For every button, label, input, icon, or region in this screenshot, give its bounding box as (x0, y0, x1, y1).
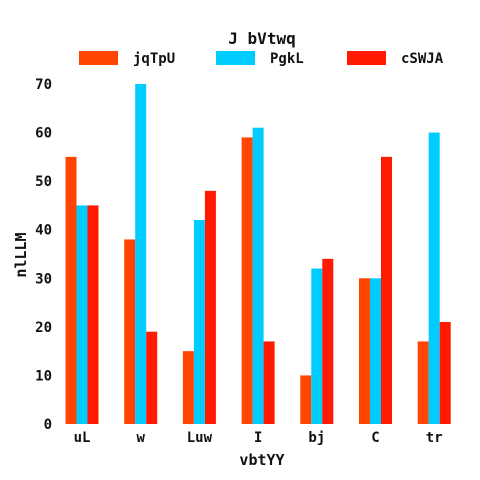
bars (65, 84, 451, 425)
y-tick-label: 30 (35, 271, 52, 287)
bar-jqTpU-I (241, 137, 253, 424)
y-tick-label: 40 (35, 223, 52, 239)
bar-PgkL-bj (311, 268, 323, 424)
bar-PgkL-C (370, 278, 381, 424)
chart-title: J bVtwq (228, 29, 295, 48)
x-tick-label: Luw (187, 430, 213, 446)
bar-jqTpU-tr (417, 341, 429, 424)
bar-PgkL-tr (428, 132, 440, 425)
legend-label: cSWJA (401, 51, 444, 67)
bar-PgkL-w (135, 84, 147, 424)
x-tick-label: bj (308, 430, 325, 446)
legend-swatch (79, 51, 118, 65)
legend-swatch (216, 51, 255, 65)
bar-jqTpU-C (359, 278, 370, 424)
y-tick-label: 70 (35, 77, 52, 93)
bar-cSWJA-uL (87, 205, 99, 424)
x-tick-label: C (371, 430, 379, 446)
y-axis-label: nlLLM (12, 232, 30, 277)
bar-jqTpU-w (124, 239, 136, 424)
bar-cSWJA-bj (322, 258, 334, 424)
bar-jqTpU-bj (300, 375, 312, 424)
bar-cSWJA-C (381, 156, 392, 424)
bar-PgkL-uL (76, 205, 88, 424)
y-tick-label: 0 (44, 417, 52, 433)
bar-jqTpU-Luw (182, 351, 194, 424)
x-tick-label: uL (74, 430, 91, 446)
bar-PgkL-I (252, 127, 264, 424)
y-tick-label: 50 (35, 174, 52, 190)
x-axis-label: vbtYY (239, 451, 284, 469)
x-tick-label: I (254, 430, 262, 446)
legend: jqTpU PgkL cSWJA (79, 51, 444, 67)
bar-jqTpU-uL (65, 156, 77, 424)
y-axis-ticks: 0 10 20 30 40 50 60 70 (35, 77, 52, 433)
y-tick-label: 20 (35, 320, 52, 336)
y-tick-label: 10 (35, 368, 52, 384)
x-tick-label: tr (426, 430, 443, 446)
bar-cSWJA-tr (439, 322, 451, 424)
bar-cSWJA-I (263, 341, 275, 424)
legend-label: PgkL (270, 51, 304, 67)
legend-swatch (347, 51, 386, 65)
bar-cSWJA-w (146, 331, 158, 424)
y-tick-label: 60 (35, 126, 52, 142)
x-tick-label: w (136, 430, 145, 446)
legend-label: jqTpU (133, 51, 175, 67)
bar-cSWJA-Luw (204, 190, 216, 424)
bar-PgkL-Luw (193, 220, 205, 424)
